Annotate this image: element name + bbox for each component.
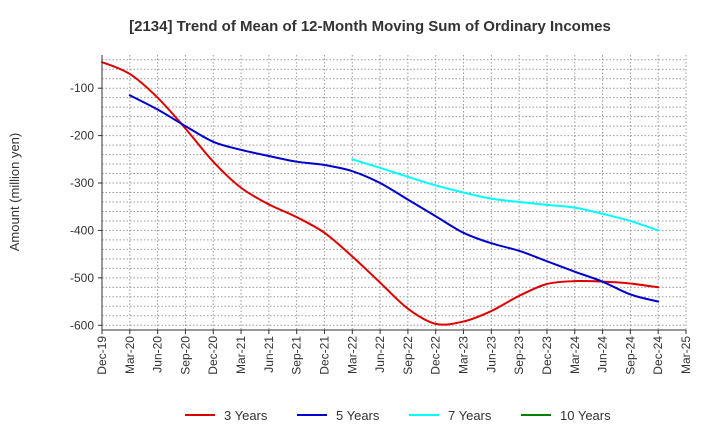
- axes: [98, 55, 687, 334]
- legend-label-7-years: 7 Years: [448, 408, 492, 423]
- x-tick-label: Jun-21: [262, 336, 276, 373]
- chart-title: [2134] Trend of Mean of 12-Month Moving …: [129, 18, 611, 35]
- x-tick-label: Jun-24: [596, 336, 610, 373]
- series-line-7-years: [351, 158, 660, 232]
- x-tick-label: Sep-24: [623, 336, 637, 375]
- x-tick-labels: Dec-19 Mar-20 Jun-20 Sep-20 Dec-20 Mar-21 Jun-…: [95, 336, 693, 375]
- y-tick-label: -300: [70, 176, 94, 190]
- x-tick-label: Dec-22: [429, 336, 443, 375]
- legend-label-3-years: 3 Years: [224, 408, 268, 423]
- x-tick-label: Mar-24: [568, 336, 582, 374]
- y-axis-label: Amount (million yen): [7, 133, 22, 252]
- y-tick-label: -400: [70, 223, 94, 237]
- series-lines: [101, 61, 660, 326]
- x-tick-label: Dec-23: [540, 336, 554, 375]
- y-tick-label: -100: [70, 81, 94, 95]
- x-tick-label: Sep-22: [401, 336, 415, 375]
- x-tick-label: Dec-20: [206, 336, 220, 375]
- grid: [101, 55, 687, 330]
- x-tick-label: Jun-22: [373, 336, 387, 373]
- y-tick-label: -500: [70, 271, 94, 285]
- x-tick-label: Mar-22: [345, 336, 359, 374]
- x-tick-label: Dec-19: [95, 336, 109, 375]
- x-tick-label: Mar-20: [123, 336, 137, 374]
- x-tick-label: Sep-21: [290, 336, 304, 375]
- series-line-3-years: [101, 61, 660, 326]
- y-tick-label: -200: [70, 129, 94, 143]
- x-tick-label: Mar-23: [457, 336, 471, 374]
- y-tick-label: -600: [70, 318, 94, 332]
- legend-label-5-years: 5 Years: [336, 408, 380, 423]
- x-tick-label: Jun-23: [484, 336, 498, 373]
- x-tick-label: Sep-20: [178, 336, 192, 375]
- series-line-5-years: [128, 94, 660, 303]
- x-tick-label: Dec-21: [317, 336, 331, 375]
- legend-label-10-years: 10 Years: [560, 408, 611, 423]
- x-tick-label: Mar-21: [234, 336, 248, 374]
- x-tick-label: Mar-25: [679, 336, 693, 374]
- y-tick-labels: -100 -200 -300 -400 -500 -600: [70, 81, 94, 332]
- legend: 3 Years 5 Years 7 Years 10 Years: [185, 408, 611, 423]
- x-tick-label: Jun-20: [151, 336, 165, 373]
- x-tick-label: Sep-23: [512, 336, 526, 375]
- x-tick-label: Dec-24: [651, 336, 665, 375]
